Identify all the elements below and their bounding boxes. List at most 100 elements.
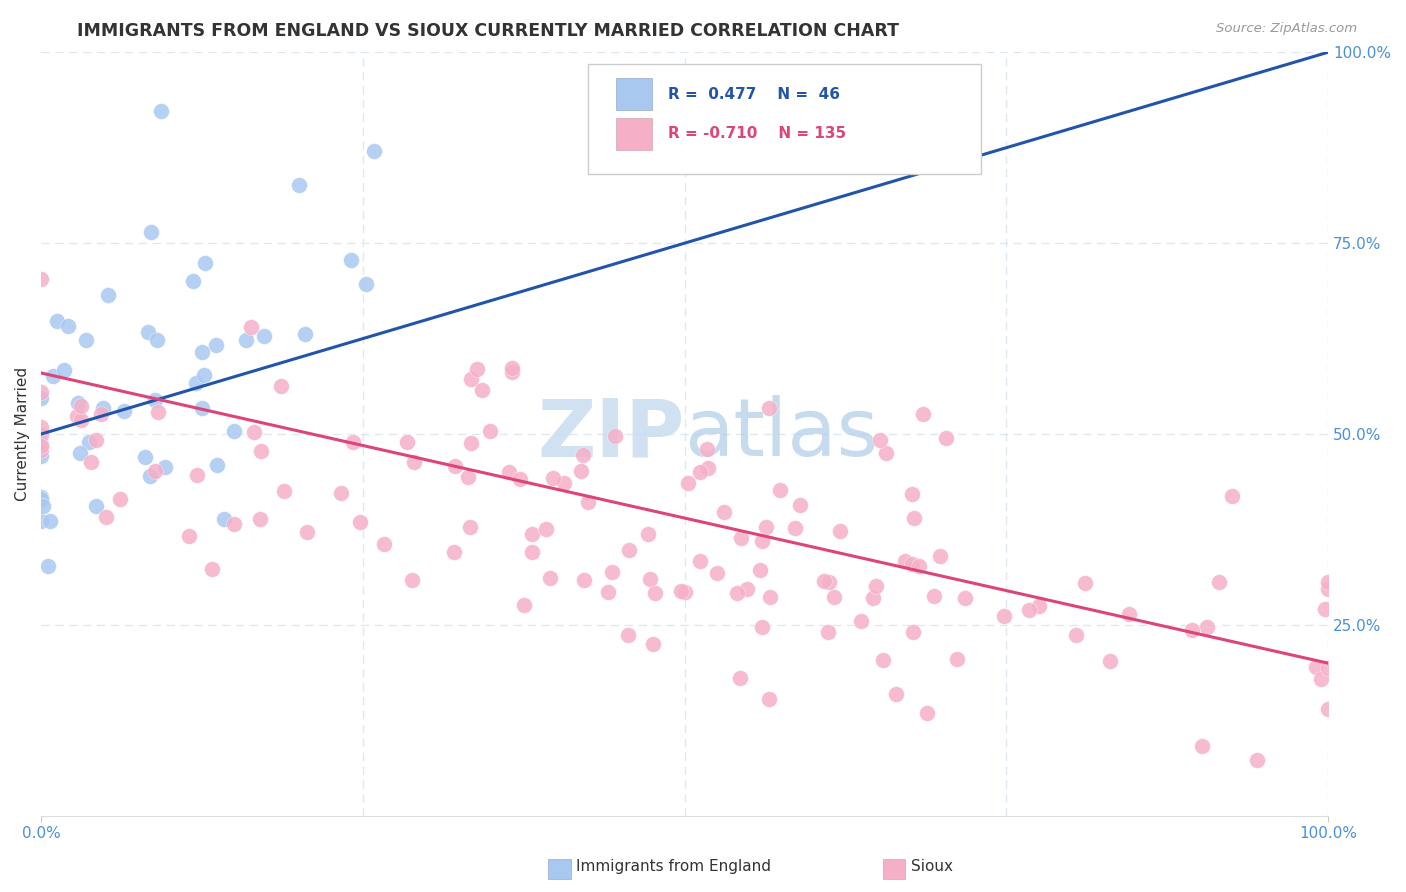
Point [150,104,173,119]
Point [457,469,479,483]
Point [42,368,65,383]
Point [30,419,52,434]
Point [108,491,131,506]
Point [1313,602,1336,616]
Point [1197,620,1219,634]
Point [643,637,665,651]
Point [1018,603,1040,617]
Point [520,545,543,559]
Text: R = -0.710    N = 135: R = -0.710 N = 135 [668,127,846,142]
Point [184,376,207,391]
Point [340,253,363,268]
Point [616,627,638,641]
Point [1208,574,1230,589]
Text: IMMIGRANTS FROM ENGLAND VS SIOUX CURRENTLY MARRIED CORRELATION CHART: IMMIGRANTS FROM ENGLAND VS SIOUX CURRENT… [77,22,900,40]
Point [37,559,59,574]
Point [249,512,271,526]
Text: Sioux: Sioux [911,859,953,874]
Point [769,483,792,497]
Point [637,527,659,541]
Point [706,566,728,580]
Point [342,434,364,449]
Point [69,446,91,460]
Point [201,562,224,576]
Point [30,491,52,506]
Point [676,475,699,490]
Point [84,434,107,448]
Point [901,557,924,571]
Point [869,433,891,447]
Point [402,455,425,469]
Point [460,372,482,386]
Point [212,512,235,526]
Y-axis label: Currently Married: Currently Married [15,367,30,501]
Point [30,271,52,285]
Point [253,329,276,343]
Point [1191,739,1213,754]
Point [617,543,640,558]
Point [205,458,228,472]
Point [479,425,502,439]
Point [759,591,782,605]
Point [576,495,599,509]
Point [239,320,262,334]
Point [66,396,89,410]
Point [638,572,661,586]
Point [80,455,103,469]
FancyBboxPatch shape [616,78,652,111]
Point [574,573,596,587]
Point [509,472,531,486]
Point [696,461,718,475]
Point [294,327,316,342]
Point [75,333,97,347]
Text: R =  0.477    N =  46: R = 0.477 N = 46 [668,87,839,102]
Point [134,450,156,464]
Point [862,591,884,606]
Point [235,333,257,347]
Point [755,519,778,533]
Point [903,511,925,525]
Point [501,364,523,378]
Point [689,554,711,568]
Point [1310,672,1333,686]
Point [444,458,467,473]
Point [56,318,79,333]
Point [222,516,245,531]
Point [884,687,907,701]
Point [90,407,112,421]
Text: atlas: atlas [685,395,879,473]
Point [30,443,52,458]
Point [146,333,169,347]
Point [1246,753,1268,767]
Point [1317,575,1340,590]
Point [928,549,950,563]
Point [669,583,692,598]
Point [52,363,75,377]
Point [817,625,839,640]
Point [953,591,976,606]
Point [458,520,481,534]
Point [84,500,107,514]
Point [569,464,592,478]
Point [373,537,395,551]
Point [30,449,52,463]
Point [70,413,93,427]
Point [644,585,666,599]
Point [725,585,748,599]
Point [356,277,378,291]
Point [273,484,295,499]
Point [935,431,957,445]
Point [30,514,52,528]
Point [571,448,593,462]
Point [915,706,938,720]
Point [148,405,170,419]
Point [1317,661,1340,675]
Point [758,401,780,416]
FancyBboxPatch shape [616,118,652,150]
Point [205,338,228,352]
Point [865,579,887,593]
Point [1305,660,1327,674]
Point [596,585,619,599]
Point [696,442,718,457]
Point [749,563,772,577]
